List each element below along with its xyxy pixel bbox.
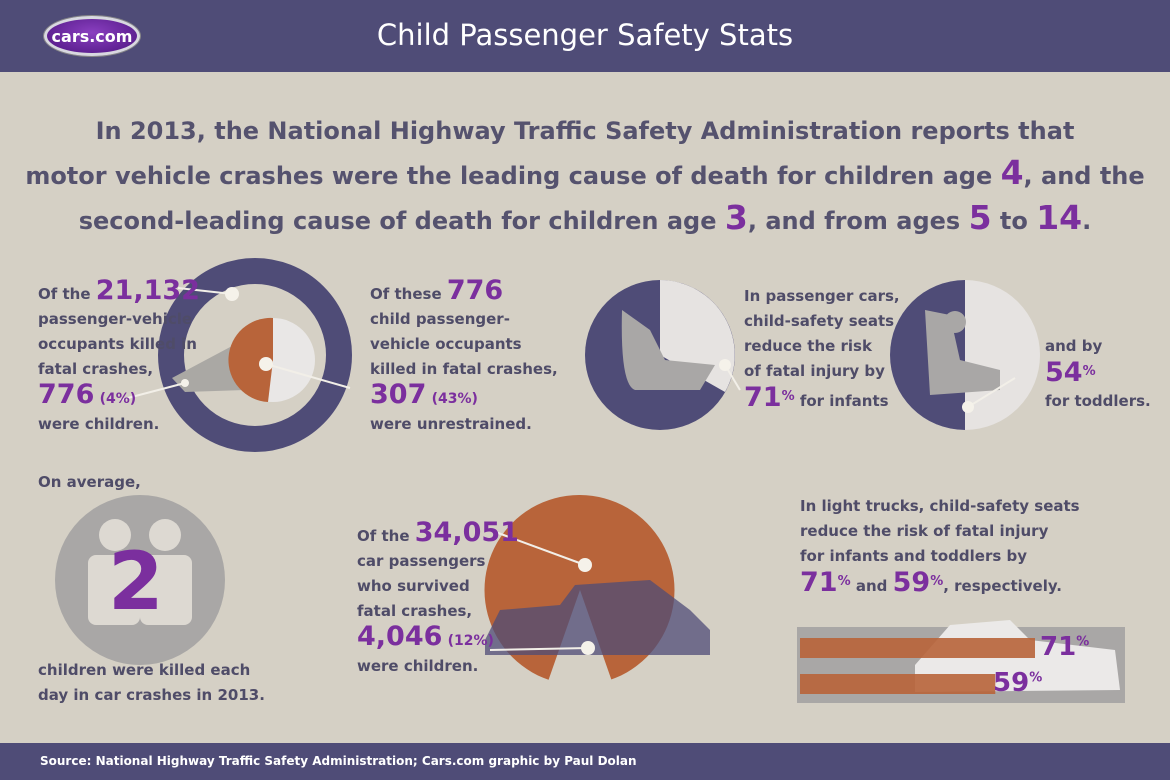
unrestrained-text: Of these 776 child passenger-vehicle occ… — [370, 275, 558, 433]
fatal-text: Of the 21,132 passenger-vehicle occupants… — [38, 275, 200, 433]
headline-line-2: motor vehicle crashes were the leading c… — [25, 153, 1145, 192]
daily-value: 2 — [108, 535, 164, 628]
children-figures-icon — [88, 519, 192, 625]
infant-seat-icon — [621, 310, 715, 390]
truck-bar-71 — [800, 638, 1035, 658]
daily-pre: On average, — [38, 473, 141, 491]
daily-text: children were killed each day in car cras… — [38, 661, 265, 704]
car-silhouette-icon — [485, 580, 710, 655]
headline-line-3: second-leading cause of death for childr… — [78, 198, 1092, 237]
trucks-text: In light trucks, child-safety seats reduc… — [800, 497, 1080, 598]
infants-text: In passenger cars, child-safety seats redu… — [744, 287, 900, 413]
pointer-dot — [225, 287, 239, 301]
survived-text: Of the 34,051 car passengers who survived… — [357, 517, 519, 675]
unrestrained-pie-slice — [228, 317, 273, 402]
fatal-donut — [158, 258, 352, 452]
headline-line-1: In 2013, the National Highway Traffic Sa… — [95, 117, 1075, 145]
header-bar: cars.com Child Passenger Safety Stats — [0, 0, 1170, 72]
truck-bar-59 — [800, 674, 996, 694]
bar-label-infants: 71% — [1040, 632, 1090, 662]
toddlers-text: and by 54% for toddlers. — [1045, 337, 1151, 410]
cars-com-logo[interactable]: cars.com — [44, 16, 140, 56]
bar-label-toddlers: 59% — [993, 668, 1043, 698]
footer-source: Source: National Highway Traffic Safety … — [0, 743, 1170, 780]
toddler-seat-icon — [925, 310, 1000, 395]
page-title: Child Passenger Safety Stats — [376, 18, 794, 52]
headline: In 2013, the National Highway Traffic Sa… — [20, 110, 1150, 242]
